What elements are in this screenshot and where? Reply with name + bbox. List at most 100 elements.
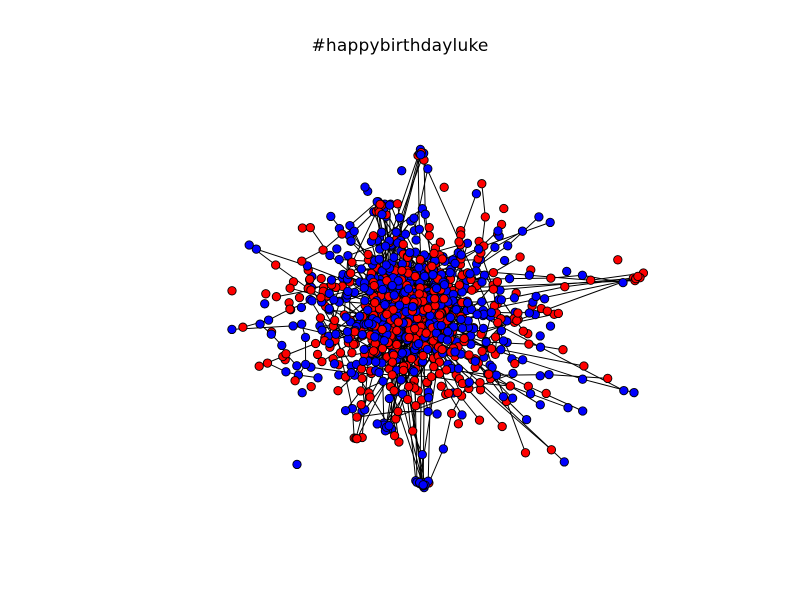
graph-node: [535, 331, 545, 341]
graph-node: [518, 326, 528, 336]
graph-node: [346, 368, 356, 378]
graph-edge: [310, 366, 352, 374]
graph-node: [389, 252, 399, 262]
graph-node: [429, 248, 439, 259]
graph-node: [481, 337, 491, 347]
graph-node: [520, 448, 531, 458]
graph-node: [524, 270, 534, 280]
graph-node: [560, 282, 570, 292]
graph-node: [404, 381, 414, 392]
graph-node: [510, 358, 520, 369]
graph-node: [333, 386, 343, 396]
graph-node: [310, 338, 321, 349]
graph-node: [558, 345, 568, 355]
graph-node: [372, 419, 382, 429]
node-layer: [227, 144, 649, 493]
graph-edge: [307, 265, 365, 289]
graph-node: [305, 222, 315, 233]
graph-title: #happybirthdayluke: [311, 36, 489, 56]
graph-node: [465, 269, 475, 279]
graph-node: [410, 271, 420, 282]
graph-node: [329, 295, 339, 305]
graph-node: [238, 322, 248, 332]
graph-node: [411, 401, 421, 411]
graph-node: [435, 237, 446, 247]
graph-node: [334, 254, 344, 265]
graph-edge: [390, 386, 424, 486]
graph-node: [340, 405, 351, 416]
graph-node: [281, 349, 291, 359]
graph-node: [347, 257, 357, 267]
graph-node: [370, 332, 380, 342]
graph-node: [542, 306, 552, 316]
graph-node: [296, 302, 307, 313]
graph-node: [457, 410, 467, 420]
graph-node: [470, 356, 480, 366]
graph-node: [488, 267, 499, 278]
graph-node: [341, 312, 351, 322]
graph-node: [423, 303, 433, 314]
graph-node: [371, 357, 381, 367]
graph-node: [534, 212, 544, 222]
graph-node: [260, 299, 270, 309]
graph-node: [387, 280, 397, 291]
graph-node: [480, 212, 490, 222]
graph-node: [337, 229, 347, 239]
graph-node: [393, 317, 404, 327]
graph-node: [464, 350, 474, 360]
graph-node: [335, 348, 346, 358]
graph-node: [414, 339, 424, 349]
graph-edge: [550, 274, 583, 279]
graph-node: [330, 315, 340, 325]
graph-node: [414, 224, 425, 234]
graph-node: [524, 339, 534, 349]
graph-node: [453, 363, 464, 374]
graph-node: [518, 355, 528, 365]
graph-node: [577, 374, 588, 384]
graph-node: [325, 250, 335, 261]
graph-node: [377, 209, 387, 220]
graph-node: [429, 362, 439, 372]
graph-node: [317, 356, 327, 367]
graph-node: [397, 348, 407, 358]
graph-node: [271, 292, 282, 302]
graph-edge: [493, 256, 521, 274]
graph-node: [486, 344, 497, 354]
graph-node: [356, 400, 366, 410]
graph-node: [618, 277, 628, 288]
graph-edge: [530, 393, 569, 409]
graph-node: [436, 381, 446, 391]
graph-node: [562, 266, 572, 277]
graph-edge: [329, 204, 381, 311]
graph-node: [254, 361, 264, 371]
graph-node: [346, 268, 356, 278]
graph-node: [387, 370, 397, 380]
graph-node: [419, 271, 430, 282]
graph-node: [408, 426, 418, 436]
graph-node: [271, 260, 281, 270]
graph-node: [445, 267, 455, 278]
graph-node: [454, 280, 465, 290]
graph-node: [329, 359, 340, 369]
graph-node: [492, 277, 503, 287]
graph-node: [503, 241, 513, 251]
graph-node: [382, 309, 392, 319]
graph-node: [292, 459, 302, 470]
graph-node: [393, 276, 403, 286]
graph-node: [478, 323, 489, 334]
graph-node: [471, 189, 482, 199]
graph-node: [434, 369, 445, 379]
graph-node: [439, 294, 449, 304]
graph-node: [531, 291, 541, 302]
graph-node: [450, 258, 460, 269]
graph-node: [392, 199, 403, 209]
graph-node: [394, 300, 405, 310]
graph-node: [313, 373, 323, 383]
graph-node: [389, 431, 400, 441]
graph-node: [263, 315, 274, 325]
graph-node: [387, 357, 398, 367]
graph-node: [539, 294, 550, 304]
graph-node: [629, 387, 639, 398]
